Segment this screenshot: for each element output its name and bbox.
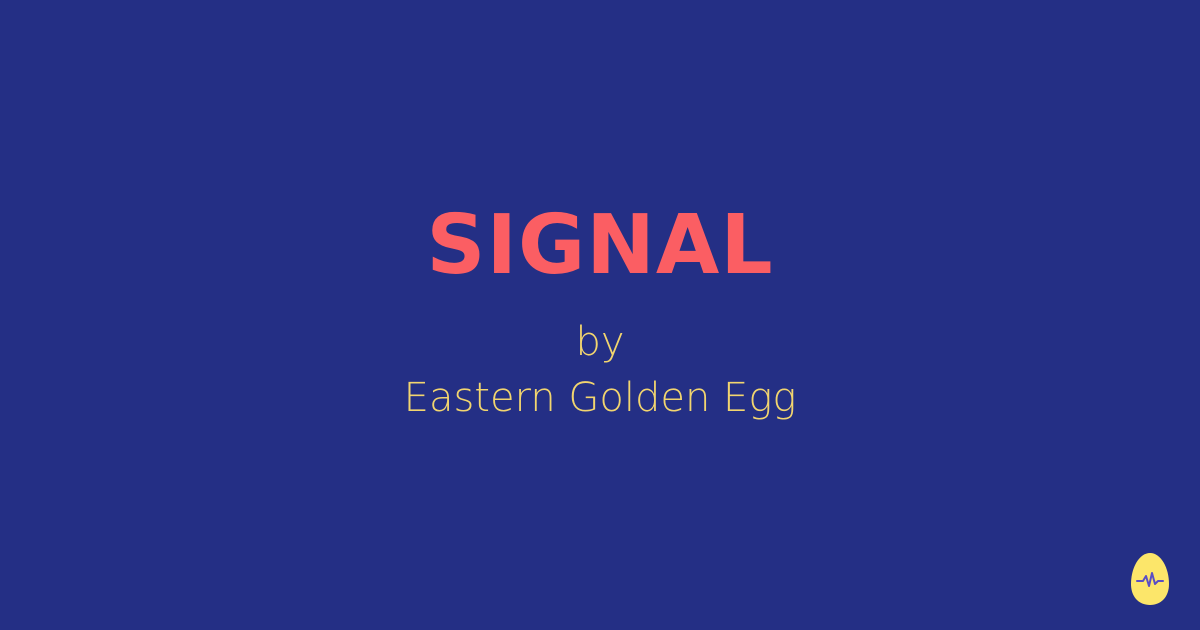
- pulse-line: [1136, 572, 1164, 587]
- author-name: Eastern Golden Egg: [403, 375, 797, 421]
- byline-text: by: [575, 319, 625, 365]
- card-title: SIGNAL: [426, 198, 774, 293]
- egg-pulse-icon: [1131, 553, 1169, 605]
